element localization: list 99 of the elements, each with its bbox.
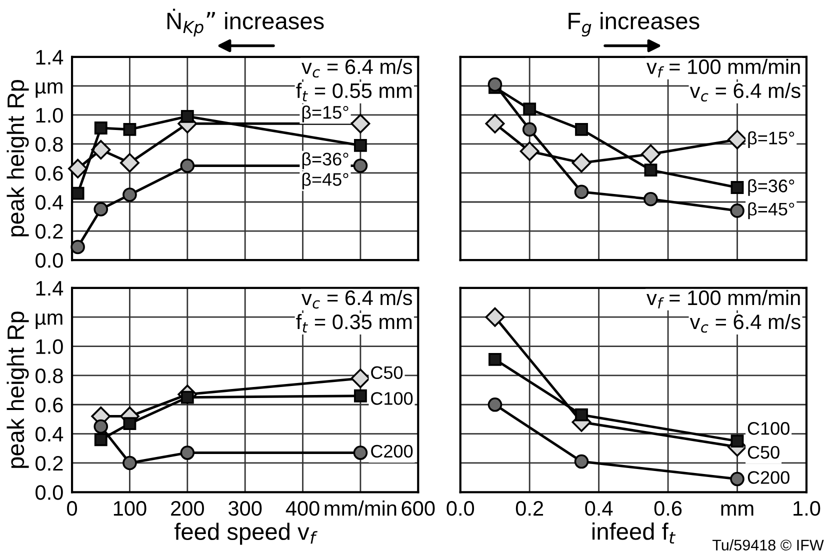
annotation: v$_{c}$ = 6.4 m/s <box>690 314 800 333</box>
annotation: v$_{c}$ = 6.4 m/s <box>302 58 412 78</box>
point <box>728 130 747 150</box>
annotation: v$_{c}$ = 6.4 m/s <box>690 82 800 102</box>
x-tick-label: 0.0 <box>446 501 474 516</box>
annotation: f$_{t}$ = 0.35 mm <box>296 314 412 332</box>
x-tick-label: 0 <box>67 501 78 516</box>
point <box>488 397 502 412</box>
series-label: β=45° <box>302 172 348 190</box>
point <box>488 352 502 366</box>
y-tick-label: 0.8 <box>36 368 63 384</box>
point <box>575 408 588 422</box>
series-label: β=36° <box>748 179 794 196</box>
point <box>730 472 744 486</box>
x-tick-label: mm/min <box>324 500 396 516</box>
point <box>354 389 367 402</box>
y-axis-title: peak height Rp <box>6 80 29 236</box>
x-tick-label: 600 <box>402 501 435 516</box>
y-tick-label: 0.4 <box>36 426 64 442</box>
series-label: β=15° <box>748 131 794 148</box>
point <box>574 454 589 469</box>
text: Tu/59418 © IFW <box>712 539 824 551</box>
x-tick-label: 400 <box>286 501 320 516</box>
point <box>730 181 744 194</box>
series-label: C100 <box>371 392 413 405</box>
annotation: v$_{f}$ = 100 mm/min <box>646 290 800 308</box>
x-tick-label: 0.4 <box>585 501 613 516</box>
y-tick-label: 0.2 <box>36 456 63 471</box>
point <box>644 192 658 206</box>
x-tick-label: 1.0 <box>794 501 820 516</box>
point <box>180 158 195 173</box>
y-tick-label: 0.4 <box>36 194 64 210</box>
y-tick-label: 0.6 <box>36 398 63 412</box>
series-label: C50 <box>748 446 780 459</box>
annotation: v$_{f}$ = 100 mm/min <box>646 58 800 78</box>
series-label: C50 <box>371 366 403 380</box>
point <box>572 153 592 173</box>
point <box>574 184 589 199</box>
point <box>520 141 540 161</box>
point <box>353 446 368 460</box>
y-tick-label: 0.2 <box>36 224 63 239</box>
point <box>353 158 368 173</box>
y-tick-label: 1.0 <box>36 108 63 123</box>
point <box>485 114 505 134</box>
series-label: β=15° <box>302 106 348 122</box>
annotation: v$_{c}$ = 6.4 m/s <box>302 290 412 309</box>
point <box>120 153 140 173</box>
point <box>350 368 370 388</box>
point <box>522 122 537 137</box>
point <box>70 240 85 254</box>
point <box>354 138 367 152</box>
series-label: C100 <box>748 422 790 435</box>
point <box>575 122 588 136</box>
series-label: C200 <box>371 444 413 458</box>
point <box>730 434 744 448</box>
series-label: β=36° <box>302 152 348 170</box>
y-tick-label: 1.0 <box>36 339 63 354</box>
x-axis-title: feed speed v$_{f}$ <box>174 522 318 545</box>
point <box>523 102 536 116</box>
point <box>71 186 84 200</box>
point <box>94 202 108 216</box>
x-axis-title: infeed f$_{t}$ <box>592 522 676 544</box>
y-tick-label: µm <box>36 313 62 329</box>
point <box>640 144 660 164</box>
chart-title: F$_{g}$ increases <box>568 12 700 36</box>
y-tick-label: µm <box>36 82 62 98</box>
point <box>180 446 195 460</box>
y-tick-label: 0.8 <box>36 136 63 152</box>
point <box>123 417 136 430</box>
x-tick-label: 300 <box>228 501 262 516</box>
point <box>94 419 108 434</box>
chart-title: Ṅ$_{Kp}$” increases <box>167 8 324 36</box>
x-tick-label: 100 <box>114 501 146 516</box>
y-tick-label: 1.4 <box>36 50 64 64</box>
point <box>644 164 658 177</box>
point <box>488 77 502 92</box>
y-axis-title: peak height Rp <box>6 312 29 468</box>
point <box>94 122 108 134</box>
point <box>122 188 137 202</box>
point <box>68 158 88 178</box>
point <box>180 110 194 123</box>
point <box>485 307 505 327</box>
annotation: f$_{t}$ = 0.55 mm <box>296 82 412 102</box>
x-tick-label: mm <box>721 504 754 516</box>
x-tick-label: 0.6 <box>654 501 682 516</box>
y-tick-label: 0.0 <box>36 485 63 500</box>
series-label: β=45° <box>748 202 794 220</box>
point <box>123 122 136 136</box>
point <box>122 456 137 470</box>
x-tick-label: 200 <box>171 501 204 516</box>
point <box>91 140 111 160</box>
point <box>94 433 108 446</box>
point <box>730 204 744 218</box>
x-tick-label: 0.2 <box>516 501 544 516</box>
y-tick-label: 0.6 <box>36 166 63 181</box>
point <box>350 114 370 134</box>
y-tick-label: 0.0 <box>36 253 63 268</box>
y-tick-label: 1.4 <box>36 281 64 296</box>
series-label: C200 <box>748 471 790 484</box>
